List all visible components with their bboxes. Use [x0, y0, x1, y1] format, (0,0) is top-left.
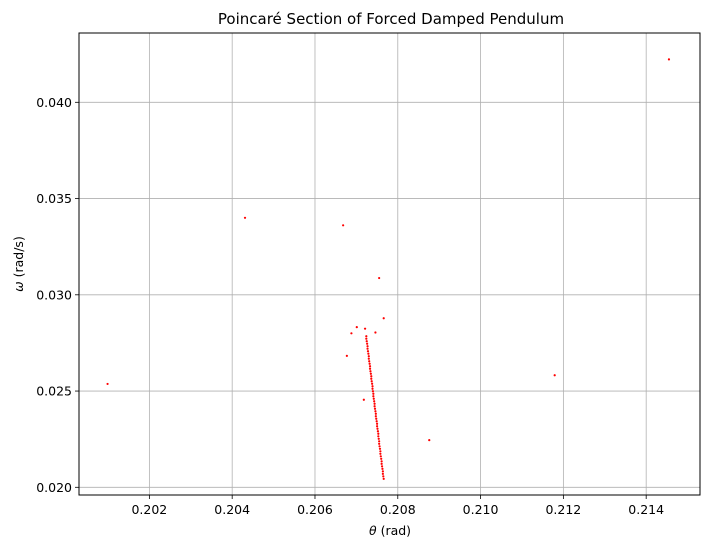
- plot-frame: [78, 32, 701, 496]
- data-point: [366, 350, 370, 353]
- data-point: [379, 455, 382, 458]
- data-point: [371, 390, 375, 393]
- data-point: [380, 465, 384, 468]
- x-axis-ticks: 0.202 0.204 0.206 0.208 0.210 0.212 0.214: [131, 495, 664, 517]
- data-point: [667, 58, 671, 61]
- data-point: [365, 335, 368, 338]
- data-point: [382, 317, 385, 320]
- x-tick-label: 0.206: [297, 502, 333, 517]
- y-axis-ticks: 0.020 0.025 0.030 0.035 0.040: [36, 95, 79, 495]
- data-point: [378, 442, 381, 445]
- x-tick-label: 0.202: [131, 502, 167, 517]
- grid: [79, 33, 700, 495]
- data-point: [370, 380, 373, 383]
- data-point: [378, 276, 381, 280]
- data-point: [355, 326, 358, 329]
- y-tick-label: 0.025: [36, 384, 72, 399]
- x-tick-label: 0.208: [380, 502, 416, 517]
- data-point: [375, 422, 379, 425]
- data-point: [362, 398, 365, 401]
- data-point: [366, 347, 369, 350]
- data-point: [367, 357, 370, 360]
- data-point: [370, 375, 373, 378]
- data-point: [365, 340, 368, 343]
- data-point: [365, 337, 368, 340]
- x-tick-label: 0.210: [463, 502, 499, 517]
- data-point: [381, 470, 384, 473]
- y-tick-label: 0.035: [36, 191, 72, 206]
- y-tick-label: 0.030: [36, 287, 72, 302]
- y-axis-label: ω (rad/s): [11, 236, 26, 292]
- data-point: [380, 457, 383, 460]
- data-point: [377, 435, 380, 438]
- data-point: [374, 331, 377, 334]
- y-tick-label: 0.040: [36, 95, 72, 110]
- data-point: [373, 402, 376, 405]
- data-point: [382, 475, 385, 478]
- data-point: [380, 460, 383, 463]
- data-point: [374, 410, 377, 413]
- data-point: [373, 400, 376, 403]
- data-point: [375, 417, 378, 420]
- data-point: [368, 365, 372, 368]
- scatter-points: [106, 58, 671, 480]
- data-point: [377, 432, 380, 435]
- y-tick-label: 0.020: [36, 480, 72, 495]
- data-point: [378, 445, 381, 448]
- x-tick-label: 0.204: [214, 502, 250, 517]
- data-point: [243, 216, 247, 219]
- data-point: [373, 407, 377, 410]
- data-point: [373, 405, 376, 408]
- data-point: [369, 370, 372, 373]
- data-point: [106, 382, 109, 386]
- data-point: [368, 362, 371, 365]
- data-point: [369, 372, 372, 375]
- data-point: [368, 367, 372, 370]
- data-point: [345, 354, 348, 357]
- data-point: [379, 450, 382, 453]
- data-point: [428, 439, 431, 442]
- data-point: [366, 342, 369, 345]
- x-tick-label: 0.214: [628, 502, 664, 517]
- data-point: [371, 385, 374, 388]
- data-point: [370, 377, 373, 380]
- data-point: [375, 420, 378, 423]
- data-point: [377, 437, 380, 440]
- data-point: [374, 412, 377, 415]
- data-point: [376, 430, 380, 433]
- data-point: [372, 397, 375, 400]
- data-point: [375, 425, 379, 428]
- data-point: [371, 387, 374, 390]
- data-point: [380, 462, 383, 465]
- x-axis-label: θ (rad): [369, 523, 411, 538]
- data-point: [371, 382, 374, 385]
- data-point: [378, 440, 381, 443]
- data-point: [372, 392, 375, 395]
- data-point: [367, 352, 370, 355]
- data-point: [381, 472, 384, 475]
- data-point: [342, 224, 345, 227]
- data-point: [368, 360, 371, 363]
- data-point: [366, 345, 369, 348]
- data-point: [374, 415, 377, 418]
- chart-title: Poincaré Section of Forced Damped Pendul…: [218, 10, 564, 28]
- data-point: [382, 477, 385, 480]
- data-point: [378, 447, 382, 450]
- data-point: [379, 452, 382, 455]
- data-point: [367, 355, 370, 358]
- data-point: [372, 395, 375, 398]
- data-point: [381, 467, 384, 470]
- data-point: [553, 374, 556, 377]
- data-point: [363, 327, 367, 330]
- data-point: [376, 427, 379, 430]
- data-point: [350, 332, 353, 335]
- x-tick-label: 0.212: [545, 502, 581, 517]
